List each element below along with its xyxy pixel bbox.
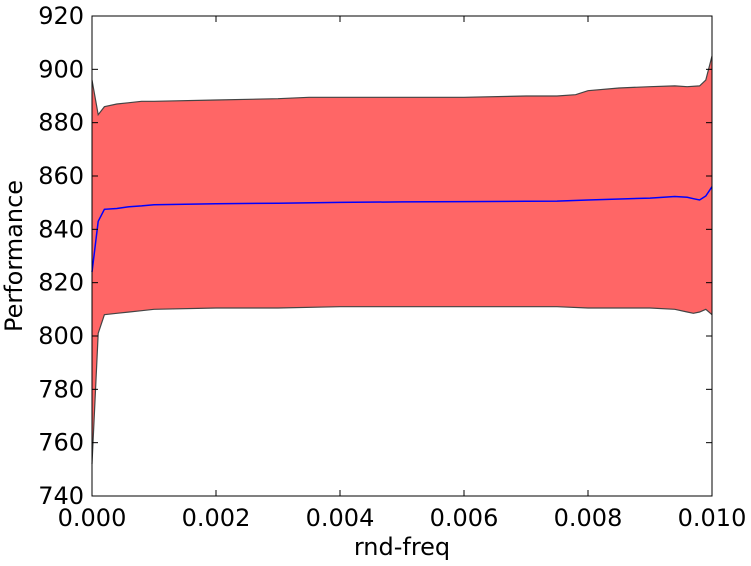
- x-axis-label: rnd-freq: [354, 533, 450, 561]
- performance-band: [92, 56, 712, 464]
- y-tick-label: 800: [38, 322, 84, 350]
- x-tick-label: 0.010: [678, 504, 747, 532]
- plot-frame: [91, 15, 713, 497]
- x-tick-label: 0.004: [306, 504, 375, 532]
- y-tick-label: 740: [38, 482, 84, 510]
- lower-bound-line: [91, 306, 713, 465]
- x-axis: 0.000 0.002 0.004 0.006 0.008 0.010: [58, 16, 747, 532]
- y-tick-label: 820: [38, 269, 84, 297]
- y-tick-label: 840: [38, 215, 84, 243]
- y-axis: 740 760 780 800 820 840 860 880 900 920: [38, 2, 712, 510]
- y-tick-label: 900: [38, 55, 84, 83]
- x-tick-label: 0.008: [554, 504, 623, 532]
- y-tick-label: 920: [38, 2, 84, 30]
- y-axis-label: Performance: [0, 180, 28, 332]
- y-tick-label: 860: [38, 162, 84, 190]
- mean-series-line: [91, 186, 713, 273]
- y-tick-label: 780: [38, 375, 84, 403]
- upper-bound-line: [91, 55, 713, 117]
- x-tick-label: 0.002: [182, 504, 251, 532]
- y-tick-label: 760: [38, 429, 84, 457]
- x-tick-label: 0.000: [58, 504, 127, 532]
- y-tick-label: 880: [38, 109, 84, 137]
- x-tick-label: 0.006: [430, 504, 499, 532]
